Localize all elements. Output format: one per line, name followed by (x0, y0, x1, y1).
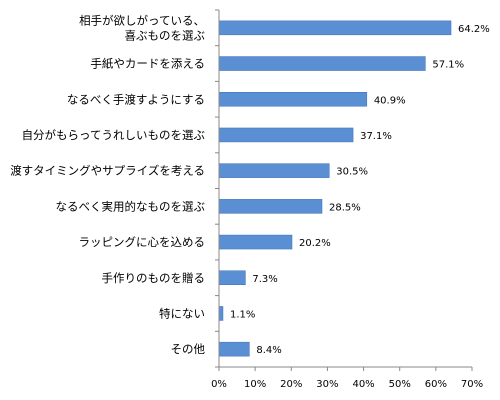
bar (218, 127, 354, 143)
bar (218, 20, 452, 36)
value-label: 1.1% (230, 309, 255, 320)
value-label: 28.5% (329, 202, 361, 213)
x-tick-label: 70% (461, 379, 483, 390)
value-labels-group: 64.2% 57.1% 40.9% 37.1% 30.5% 28.5% 20.2% 7.3% 1… (230, 24, 490, 356)
bar (218, 199, 323, 214)
value-label: 37.1% (360, 131, 392, 142)
bar (218, 56, 426, 71)
x-tick-label: 20% (280, 379, 302, 390)
bar (218, 306, 224, 321)
category-label: 特にない (159, 306, 205, 320)
category-label: 手作りのものを贈る (102, 271, 206, 285)
category-label: 自分がもらってうれしいものを選ぶ (22, 128, 206, 142)
category-label: 渡すタイミングやサプライズを考える (10, 164, 205, 178)
x-tick-label: 30% (316, 379, 338, 390)
bar (218, 92, 368, 107)
bars-group (218, 20, 452, 357)
x-tick-label: 60% (425, 379, 447, 390)
category-label: なるべく手渡すようにする (67, 92, 205, 106)
category-label: 相手が欲しがっている、 (79, 13, 205, 27)
category-label: 手紙やカードを添える (90, 57, 205, 71)
value-label: 7.3% (252, 274, 277, 285)
value-label: 64.2% (458, 24, 490, 35)
bar (218, 234, 293, 250)
x-tick-label: 0% (211, 379, 227, 390)
value-label: 40.9% (374, 95, 406, 106)
bar (218, 270, 246, 285)
bar (218, 341, 250, 357)
value-label: 30.5% (336, 167, 368, 178)
value-label: 57.1% (432, 60, 464, 71)
x-tick-label: 40% (352, 379, 374, 390)
category-label: 喜ぶものを選ぶ (125, 28, 206, 42)
category-label: なるべく実用的なものを選ぶ (56, 199, 206, 213)
category-label: その他 (171, 342, 206, 356)
value-label: 20.2% (299, 238, 331, 249)
x-tick-label: 10% (244, 379, 266, 390)
x-tick-label: 50% (389, 379, 411, 390)
x-axis: 0% 10% 20% 30% 40% 50% 60% 70% (211, 9, 483, 390)
bar (218, 163, 330, 178)
category-labels-group: 相手が欲しがっている、喜ぶものを選ぶ手紙やカードを添えるなるべく手渡すようにする… (10, 13, 205, 356)
value-label: 8.4% (256, 345, 281, 356)
category-label: ラッピングに心を込める (79, 235, 206, 249)
